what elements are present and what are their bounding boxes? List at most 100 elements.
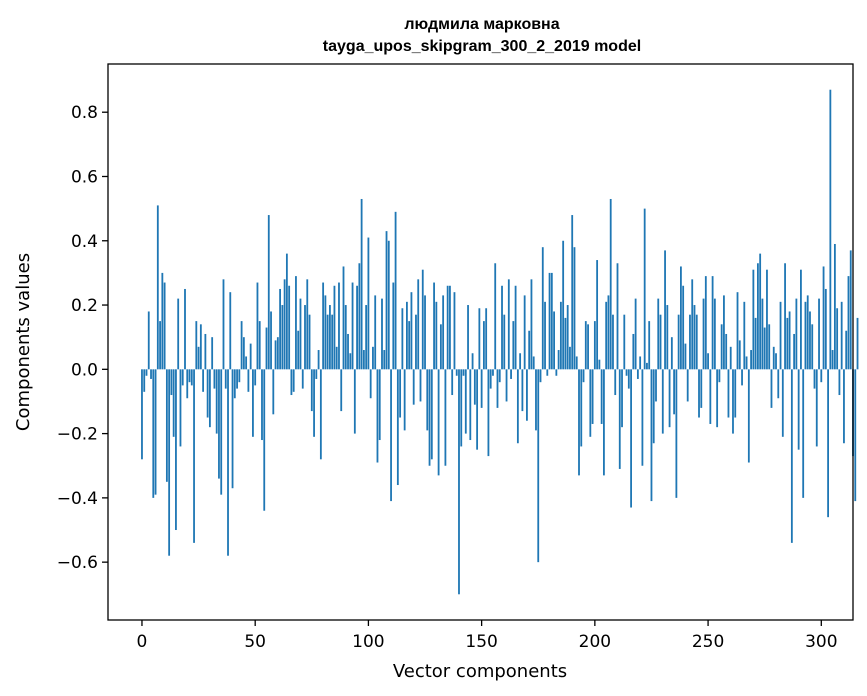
bar-232 [666,305,669,370]
bar-268 [747,369,750,463]
y-axis-label: Components values [13,253,34,431]
bar-23 [193,369,195,543]
bar-117 [406,301,408,370]
bar-143 [464,369,467,434]
bar-154 [489,369,492,389]
bar-308 [838,369,841,396]
bar-21 [188,369,191,383]
bar-225 [650,369,653,502]
bar-103 [374,295,377,370]
bar-48 [249,343,252,370]
bar-33 [215,369,218,434]
bar-57 [270,311,272,370]
bar-4 [150,369,152,379]
bar-25 [197,346,200,370]
bar-124 [421,269,424,370]
bar-40 [231,369,234,489]
bar-275 [763,327,766,370]
bar-92 [349,353,352,370]
bar-279 [772,346,775,370]
bar-305 [831,350,834,370]
bar-260 [729,346,732,370]
bar-47 [247,369,250,392]
bar-104 [376,369,379,463]
bar-106 [381,298,383,370]
bar-62 [281,305,284,370]
bar-140 [458,369,460,595]
bar-116 [403,369,406,431]
bar-144 [467,305,469,370]
bar-170 [526,369,528,421]
bar-280 [775,353,777,370]
bar-18 [181,369,184,386]
x-axis-label: Vector components [393,661,567,682]
bar-266 [743,301,746,370]
bar-120 [412,369,415,405]
bar-164 [512,321,515,370]
chart-title: людмила марковна [404,16,559,33]
bar-211 [618,369,621,469]
bar-158 [498,369,501,383]
bar-227 [655,369,657,402]
bar-171 [528,330,531,370]
bar-193 [578,369,580,476]
bar-149 [478,308,481,370]
bar-127 [428,369,431,466]
bar-44 [240,321,243,370]
bar-131 [437,369,440,476]
bar-189 [569,346,571,370]
bar-134 [444,369,447,466]
x-tick-label: 0 [137,632,148,652]
bar-234 [670,337,673,370]
bar-169 [523,295,526,370]
bar-98 [362,350,365,370]
bar-286 [788,311,791,370]
x-tick-label: 200 [579,632,611,652]
bar-297 [813,369,816,389]
bar-202 [598,359,601,370]
bar-46 [245,356,248,370]
bar-145 [469,369,472,441]
bar-27 [202,369,205,392]
bar-179 [546,369,549,376]
plot-frame [107,63,854,621]
x-axis-ticks: 0 50 100 150 200 250 300 [137,620,838,652]
bar-26 [199,324,202,370]
bar-203 [600,369,603,424]
bar-15 [175,369,177,531]
bar-191 [573,247,576,370]
bar-253 [713,298,716,370]
bar-178 [544,301,546,370]
bar-284 [784,263,786,370]
bar-38 [227,369,229,556]
bar-126 [426,369,429,431]
bar-201 [596,260,599,370]
bar-132 [439,324,442,370]
bar-85 [333,285,336,370]
bar-24 [195,321,198,370]
chart-subtitle: tayga_upos_skipgram_300_2_2019 model [323,38,641,55]
bar-263 [736,292,739,370]
bar-19 [184,288,186,370]
bar-160 [503,314,506,370]
bar-74 [308,314,311,370]
y-tick-label: −0.6 [57,553,98,573]
bar-301 [822,266,825,370]
bar-36 [222,279,225,370]
bar-176 [539,369,542,383]
bar-190 [571,215,574,370]
bar-113 [396,369,399,486]
bar-39 [229,292,232,370]
bar-13 [170,369,173,396]
bar-256 [720,324,723,370]
bar-156 [494,263,497,370]
bar-3 [147,311,150,370]
bar-288 [793,333,796,370]
bar-95 [356,285,358,370]
bar-22 [190,369,193,386]
bar-139 [455,369,458,376]
bar-119 [410,292,413,370]
bar-207 [609,198,612,370]
bar-58 [272,369,275,415]
bar-29 [206,369,209,418]
